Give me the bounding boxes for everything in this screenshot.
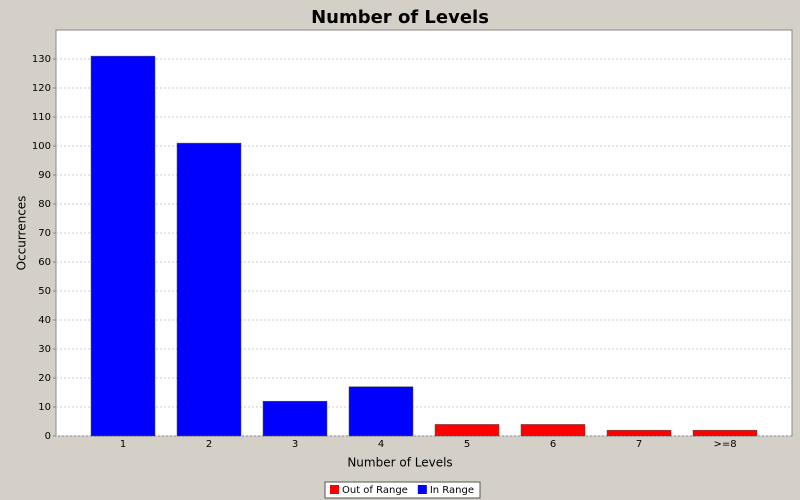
x-tick-label: 4 — [378, 439, 384, 450]
y-tick-label: 30 — [38, 344, 51, 355]
y-tick-label: 130 — [32, 54, 51, 65]
x-axis-label: Number of Levels — [347, 456, 452, 470]
x-tick-label: 2 — [206, 439, 212, 450]
legend-swatch — [330, 485, 339, 494]
x-tick-label: 6 — [550, 439, 556, 450]
legend-label: Out of Range — [342, 485, 408, 496]
y-tick-label: 110 — [32, 112, 51, 123]
legend-box — [324, 481, 481, 499]
legend: Out of Range In Range — [324, 481, 481, 499]
bar — [262, 400, 328, 437]
bar — [434, 424, 500, 437]
chart-title: Number of Levels — [311, 7, 489, 28]
x-tick-label: >=8 — [713, 439, 736, 450]
bar — [90, 55, 156, 437]
legend-label: In Range — [430, 485, 474, 496]
bar — [606, 429, 672, 437]
y-tick-label: 60 — [38, 257, 51, 268]
y-tick-label: 50 — [38, 286, 51, 297]
y-tick-label: 0 — [45, 431, 51, 442]
x-tick-label: 7 — [636, 439, 642, 450]
y-tick-label: 20 — [38, 373, 51, 384]
x-tick-label: 3 — [292, 439, 298, 450]
y-tick-label: 10 — [38, 402, 51, 413]
y-tick-label: 40 — [38, 315, 51, 326]
y-axis-label: Occurrences — [15, 196, 29, 271]
bar — [520, 424, 586, 437]
x-tick-label: 5 — [464, 439, 470, 450]
x-tick-label: 1 — [120, 439, 126, 450]
y-tick-label: 70 — [38, 228, 51, 239]
y-tick-label: 90 — [38, 170, 51, 181]
bar — [692, 429, 758, 437]
y-tick-label: 120 — [32, 83, 51, 94]
bar — [348, 386, 414, 437]
bar — [176, 142, 242, 437]
y-tick-label: 80 — [38, 199, 51, 210]
y-tick-label: 100 — [32, 141, 51, 152]
legend-swatch — [417, 485, 427, 494]
